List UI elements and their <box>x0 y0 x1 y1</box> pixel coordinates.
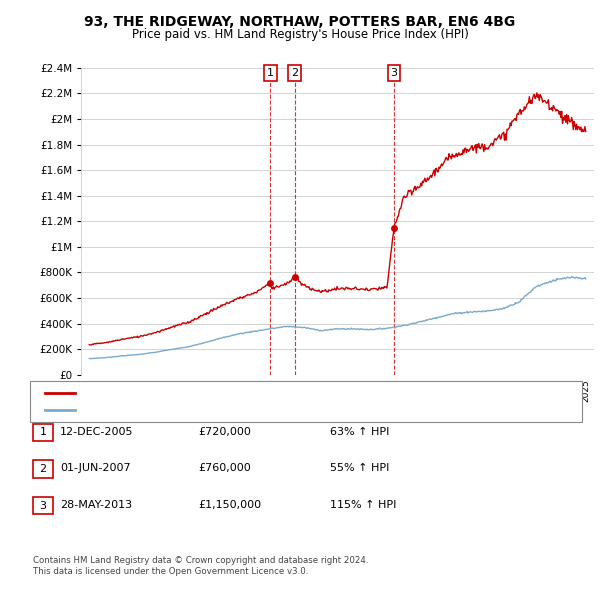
Text: 1: 1 <box>267 68 274 78</box>
Text: 3: 3 <box>391 68 397 78</box>
Text: 2: 2 <box>40 464 46 474</box>
Text: HPI: Average price, detached house, Welwyn Hatfield: HPI: Average price, detached house, Welw… <box>80 405 340 415</box>
Text: £1,150,000: £1,150,000 <box>198 500 261 510</box>
Text: 01-JUN-2007: 01-JUN-2007 <box>60 464 131 473</box>
Text: 2: 2 <box>291 68 298 78</box>
Text: 115% ↑ HPI: 115% ↑ HPI <box>330 500 397 510</box>
Text: 3: 3 <box>40 501 46 510</box>
Text: Price paid vs. HM Land Registry's House Price Index (HPI): Price paid vs. HM Land Registry's House … <box>131 28 469 41</box>
Text: 63% ↑ HPI: 63% ↑ HPI <box>330 427 389 437</box>
Text: £760,000: £760,000 <box>198 464 251 473</box>
Text: Contains HM Land Registry data © Crown copyright and database right 2024.: Contains HM Land Registry data © Crown c… <box>33 556 368 565</box>
Text: 93, THE RIDGEWAY, NORTHAW, POTTERS BAR, EN6 4BG (detached house): 93, THE RIDGEWAY, NORTHAW, POTTERS BAR, … <box>80 388 442 398</box>
Text: 55% ↑ HPI: 55% ↑ HPI <box>330 464 389 473</box>
Text: 12-DEC-2005: 12-DEC-2005 <box>60 427 133 437</box>
Text: This data is licensed under the Open Government Licence v3.0.: This data is licensed under the Open Gov… <box>33 567 308 576</box>
Text: 93, THE RIDGEWAY, NORTHAW, POTTERS BAR, EN6 4BG: 93, THE RIDGEWAY, NORTHAW, POTTERS BAR, … <box>85 15 515 29</box>
Text: £720,000: £720,000 <box>198 427 251 437</box>
Text: 28-MAY-2013: 28-MAY-2013 <box>60 500 132 510</box>
Text: 1: 1 <box>40 428 46 437</box>
